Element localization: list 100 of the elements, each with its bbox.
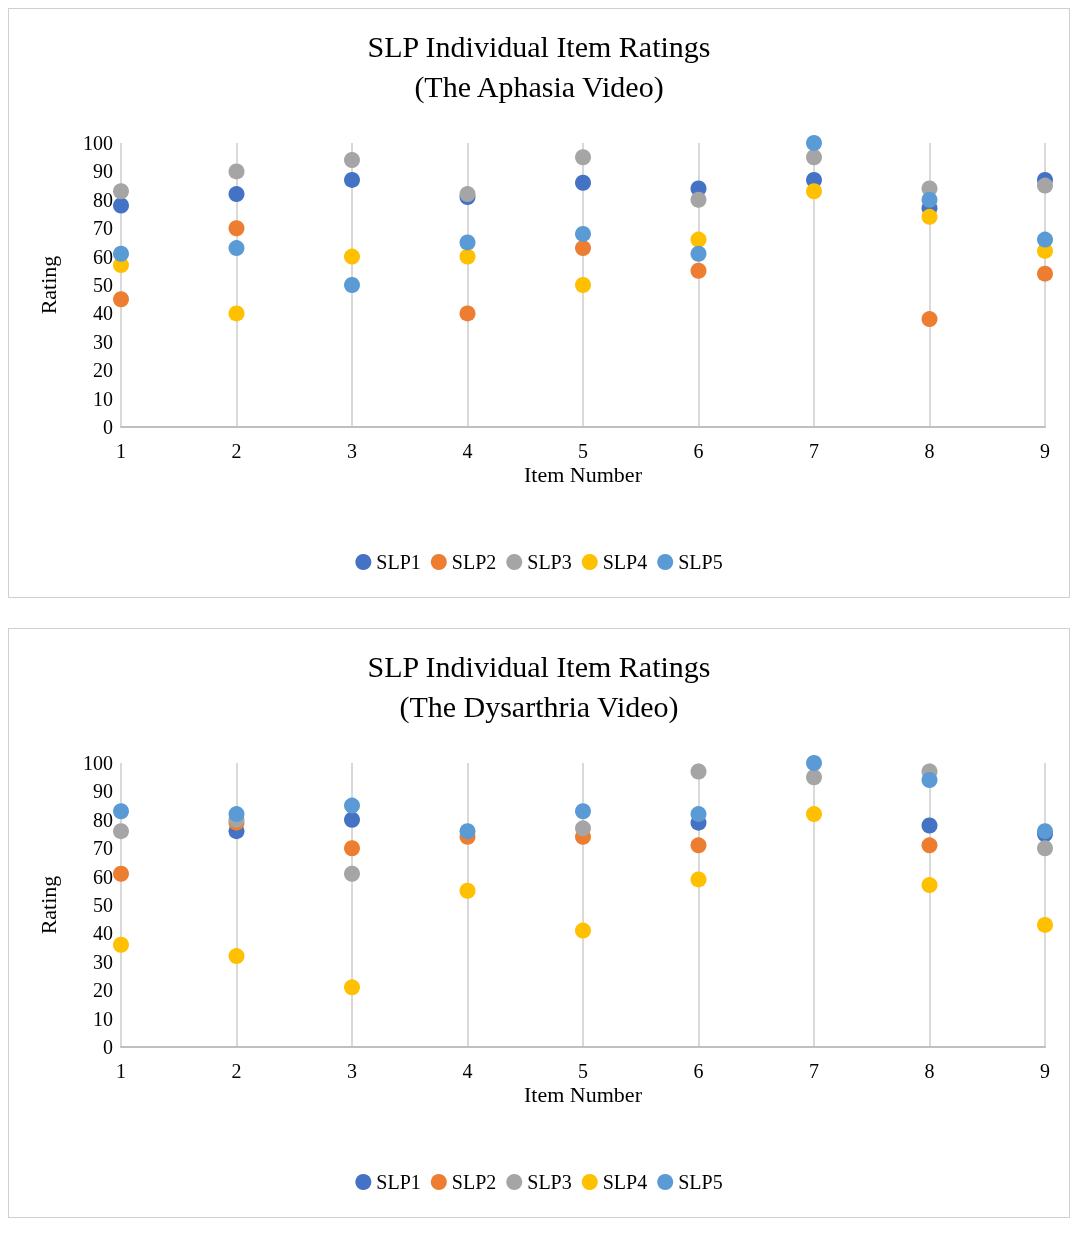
point bbox=[459, 234, 476, 251]
point bbox=[921, 311, 938, 328]
point bbox=[113, 245, 129, 262]
point bbox=[228, 163, 245, 180]
x-tick-label: 6 bbox=[693, 440, 704, 462]
point bbox=[1037, 916, 1053, 933]
point bbox=[113, 803, 129, 820]
x-tick-label: 9 bbox=[1040, 440, 1050, 462]
point bbox=[1037, 177, 1053, 194]
x-tick-label: 1 bbox=[116, 1060, 126, 1082]
x-tick-label: 1 bbox=[116, 440, 126, 462]
x-tick-label: 7 bbox=[809, 440, 819, 462]
x-axis-title: Item Number bbox=[524, 461, 643, 487]
point bbox=[113, 197, 129, 214]
y-tick-label: 80 bbox=[93, 808, 113, 831]
y-tick-label: 40 bbox=[93, 302, 113, 325]
point bbox=[459, 248, 476, 265]
x-tick-label: 4 bbox=[462, 1060, 473, 1082]
x-tick-label: 7 bbox=[809, 1060, 819, 1082]
y-tick-label: 10 bbox=[93, 1007, 113, 1030]
point bbox=[1037, 231, 1053, 248]
x-tick-label: 3 bbox=[347, 440, 357, 462]
y-tick-label: 70 bbox=[93, 217, 113, 240]
point bbox=[690, 245, 707, 262]
point bbox=[228, 220, 245, 237]
y-tick-label: 70 bbox=[93, 837, 113, 860]
point bbox=[344, 865, 360, 882]
point bbox=[228, 305, 245, 322]
y-tick-label: 50 bbox=[93, 274, 113, 296]
legend-label: SLP5 bbox=[678, 1171, 723, 1193]
legend-label: SLP3 bbox=[527, 551, 572, 573]
point bbox=[459, 305, 476, 322]
point bbox=[1037, 265, 1053, 282]
point bbox=[459, 882, 476, 899]
point bbox=[690, 262, 707, 279]
y-axis-title: Rating bbox=[35, 255, 61, 315]
x-tick-label: 2 bbox=[231, 1060, 242, 1082]
point bbox=[344, 840, 360, 857]
point bbox=[1037, 840, 1053, 857]
point bbox=[921, 772, 938, 789]
y-tick-label: 40 bbox=[93, 922, 113, 945]
legend-label: SLP5 bbox=[678, 551, 723, 573]
point bbox=[575, 240, 591, 257]
point bbox=[806, 149, 822, 166]
point bbox=[344, 811, 360, 828]
point bbox=[344, 171, 360, 188]
point bbox=[921, 208, 938, 225]
point bbox=[228, 948, 245, 965]
point bbox=[113, 183, 129, 200]
point bbox=[113, 936, 129, 953]
x-tick-label: 5 bbox=[578, 440, 588, 462]
point bbox=[575, 149, 591, 166]
point bbox=[575, 922, 591, 939]
x-tick-label: 3 bbox=[347, 1060, 357, 1082]
x-tick-label: 4 bbox=[462, 440, 473, 462]
point bbox=[575, 820, 591, 837]
point bbox=[921, 191, 938, 208]
y-tick-label: 30 bbox=[93, 950, 113, 973]
x-tick-label: 8 bbox=[924, 440, 935, 462]
legend-label: SLP1 bbox=[376, 1171, 421, 1193]
chart-title: SLP Individual Item Ratings (The Aphasia Video) bbox=[367, 29, 711, 104]
point bbox=[113, 291, 129, 308]
y-tick-label: 50 bbox=[93, 894, 113, 916]
y-tick-label: 60 bbox=[93, 245, 113, 268]
point bbox=[344, 152, 360, 169]
point bbox=[575, 277, 591, 293]
point bbox=[690, 191, 707, 208]
point bbox=[575, 174, 591, 191]
point bbox=[575, 225, 591, 242]
point bbox=[921, 837, 938, 854]
point bbox=[690, 763, 707, 780]
point bbox=[806, 135, 822, 151]
point bbox=[806, 755, 822, 771]
y-tick-label: 100 bbox=[83, 752, 113, 774]
point bbox=[921, 817, 938, 834]
legend-label: SLP3 bbox=[527, 1171, 572, 1193]
point bbox=[228, 240, 245, 257]
x-tick-label: 8 bbox=[924, 1060, 935, 1082]
legend-label: SLP2 bbox=[451, 551, 497, 573]
point bbox=[113, 865, 129, 882]
point bbox=[459, 823, 476, 840]
y-tick-label: 90 bbox=[93, 160, 113, 183]
point bbox=[344, 979, 360, 996]
x-axis-title: Item Number bbox=[524, 1081, 643, 1107]
point bbox=[690, 837, 707, 854]
chart-title: SLP Individual Item Ratings (The Dysarthria Video) bbox=[367, 649, 711, 724]
legend-label: SLP4 bbox=[602, 551, 648, 573]
y-tick-label: 0 bbox=[103, 1036, 113, 1058]
point bbox=[921, 877, 938, 894]
y-tick-label: 10 bbox=[93, 387, 113, 410]
point bbox=[575, 803, 591, 820]
y-tick-label: 20 bbox=[93, 979, 113, 1002]
x-tick-label: 9 bbox=[1040, 1060, 1050, 1082]
legend-label: SLP4 bbox=[602, 1171, 648, 1193]
y-tick-label: 90 bbox=[93, 780, 113, 803]
point bbox=[113, 823, 129, 840]
point bbox=[690, 231, 707, 248]
y-tick-label: 30 bbox=[93, 330, 113, 353]
point bbox=[806, 183, 822, 200]
point bbox=[344, 797, 360, 814]
